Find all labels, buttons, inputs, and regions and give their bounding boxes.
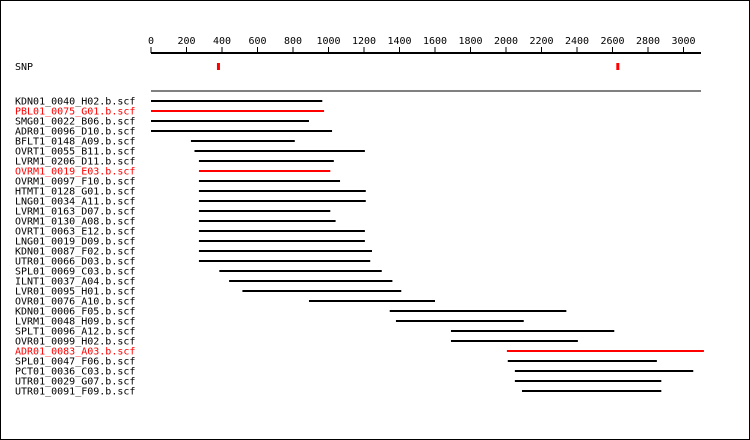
read-row: ILNT1_0037_A04.b.scf [15, 277, 393, 288]
read-row: KDN01_0006_F05.b.scf [15, 307, 567, 318]
read-name[interactable]: UTR01_0091_F09.b.scf [15, 387, 135, 398]
read-row: PBL01_0075_G01.b.scf [15, 107, 325, 118]
read-name[interactable]: KDN01_0087_F02.b.scf [15, 247, 135, 258]
read-row: OVR01_0099_H02.b.scf [15, 337, 578, 348]
read-name[interactable]: PCT01_0036_C03.b.scf [15, 367, 135, 378]
read-name[interactable]: LVRM1_0163_D07.b.scf [15, 207, 135, 218]
read-name[interactable]: SPL01_0047_F06.b.scf [15, 357, 135, 368]
axis-tick-label: 2400 [565, 36, 589, 47]
snp-track [216, 63, 620, 70]
read-name[interactable]: LNG01_0034_A11.b.scf [15, 197, 135, 208]
read-list: KDN01_0040_H02.b.scfPBL01_0075_G01.b.scf… [15, 97, 704, 398]
read-row: LVRM1_0163_D07.b.scf [15, 207, 331, 218]
axis-tick-label: 400 [213, 36, 231, 47]
read-row: PCT01_0036_C03.b.scf [15, 367, 694, 378]
axis-tick-label: 1000 [316, 36, 340, 47]
axis-tick-label: 2200 [529, 36, 553, 47]
axis-tick-label: 200 [177, 36, 195, 47]
read-row: OVR01_0076_A10.b.scf [15, 297, 435, 308]
read-row: OVRM1_0130_A08.b.scf [15, 217, 336, 228]
read-row: HTMT1_0128_G01.b.scf [15, 187, 366, 198]
axis-tick-label: 0 [148, 36, 154, 47]
axis-tick-label: 800 [284, 36, 302, 47]
read-name[interactable]: LVRM1_0048_H09.b.scf [15, 317, 135, 328]
read-name[interactable]: OVRM1_0097_F10.b.scf [15, 177, 135, 188]
read-row: BFLT1_0148_A09.b.scf [15, 137, 295, 148]
axis-tick-label: 1800 [458, 36, 482, 47]
read-row: ADR01_0083_A03.b.scf [15, 347, 704, 358]
read-name[interactable]: OVRT1_0055_B11.b.scf [15, 147, 135, 158]
read-row: UTR01_0091_F09.b.scf [15, 387, 662, 398]
read-name[interactable]: ADR01_0096_D10.b.scf [15, 127, 135, 138]
axis-tick-label: 600 [248, 36, 266, 47]
read-row: UTR01_0029_G07.b.scf [15, 377, 662, 388]
read-name[interactable]: LVRM1_0206_D11.b.scf [15, 157, 135, 168]
read-name[interactable]: OVR01_0099_H02.b.scf [15, 337, 135, 348]
read-row: OVRM1_0097_F10.b.scf [15, 177, 341, 188]
read-row: SPLT1_0096_A12.b.scf [15, 327, 615, 338]
axis-tick-label: 2000 [494, 36, 518, 47]
read-row: LVR01_0095_H01.b.scf [15, 287, 402, 298]
snp-label: SNP [15, 62, 33, 73]
read-name[interactable]: HTMT1_0128_G01.b.scf [15, 187, 135, 198]
read-row: OVRT1_0055_B11.b.scf [15, 147, 365, 158]
read-name[interactable]: OVRT1_0063_E12.b.scf [15, 227, 135, 238]
read-name[interactable]: SPL01_0069_C03.b.scf [15, 267, 135, 278]
read-row: SPL01_0069_C03.b.scf [15, 267, 382, 278]
axis-tick-label: 3000 [671, 36, 695, 47]
read-row: OVRM1_0019_E03.b.scf [15, 167, 331, 178]
axis-tick-label: 1600 [423, 36, 447, 47]
read-name[interactable]: SPLT1_0096_A12.b.scf [15, 327, 135, 338]
read-row: LNG01_0019_D09.b.scf [15, 237, 365, 248]
read-row: KDN01_0040_H02.b.scf [15, 97, 323, 108]
position-axis: 0 200 400 600 800 1000 1200 1400 1600 1800 2000 220… [148, 36, 701, 54]
read-name[interactable]: UTR01_0066_D03.b.scf [15, 257, 135, 268]
read-name[interactable]: LVR01_0095_H01.b.scf [15, 287, 135, 298]
read-row: LVRM1_0048_H09.b.scf [15, 317, 524, 328]
read-name[interactable]: OVR01_0076_A10.b.scf [15, 297, 135, 308]
read-name[interactable]: PBL01_0075_G01.b.scf [15, 107, 135, 118]
read-name[interactable]: OVRM1_0019_E03.b.scf [15, 167, 135, 178]
axis-tick-label: 2600 [600, 36, 624, 47]
read-name[interactable]: LNG01_0019_D09.b.scf [15, 237, 135, 248]
read-row: UTR01_0066_D03.b.scf [15, 257, 371, 268]
read-name[interactable]: OVRM1_0130_A08.b.scf [15, 217, 135, 228]
snp-marker [216, 63, 220, 70]
read-name[interactable]: ADR01_0083_A03.b.scf [15, 347, 135, 358]
axis-tick-label: 1200 [352, 36, 376, 47]
read-row: SPL01_0047_F06.b.scf [15, 357, 657, 368]
read-name[interactable]: UTR01_0029_G07.b.scf [15, 377, 135, 388]
read-row: LVRM1_0206_D11.b.scf [15, 157, 334, 168]
read-row: OVRT1_0063_E12.b.scf [15, 227, 365, 238]
read-name[interactable]: ILNT1_0037_A04.b.scf [15, 277, 135, 288]
read-row: LNG01_0034_A11.b.scf [15, 197, 366, 208]
read-row: SMG01_0022_B06.b.scf [15, 117, 309, 128]
snp-marker [616, 63, 620, 70]
read-row: KDN01_0087_F02.b.scf [15, 247, 372, 258]
axis-tick-label: 1400 [387, 36, 411, 47]
axis-tick-label: 2800 [636, 36, 660, 47]
read-name[interactable]: KDN01_0040_H02.b.scf [15, 97, 135, 108]
read-name[interactable]: KDN01_0006_F05.b.scf [15, 307, 135, 318]
read-name[interactable]: SMG01_0022_B06.b.scf [15, 117, 135, 128]
read-name[interactable]: BFLT1_0148_A09.b.scf [15, 137, 135, 148]
read-row: ADR01_0096_D10.b.scf [15, 127, 333, 138]
